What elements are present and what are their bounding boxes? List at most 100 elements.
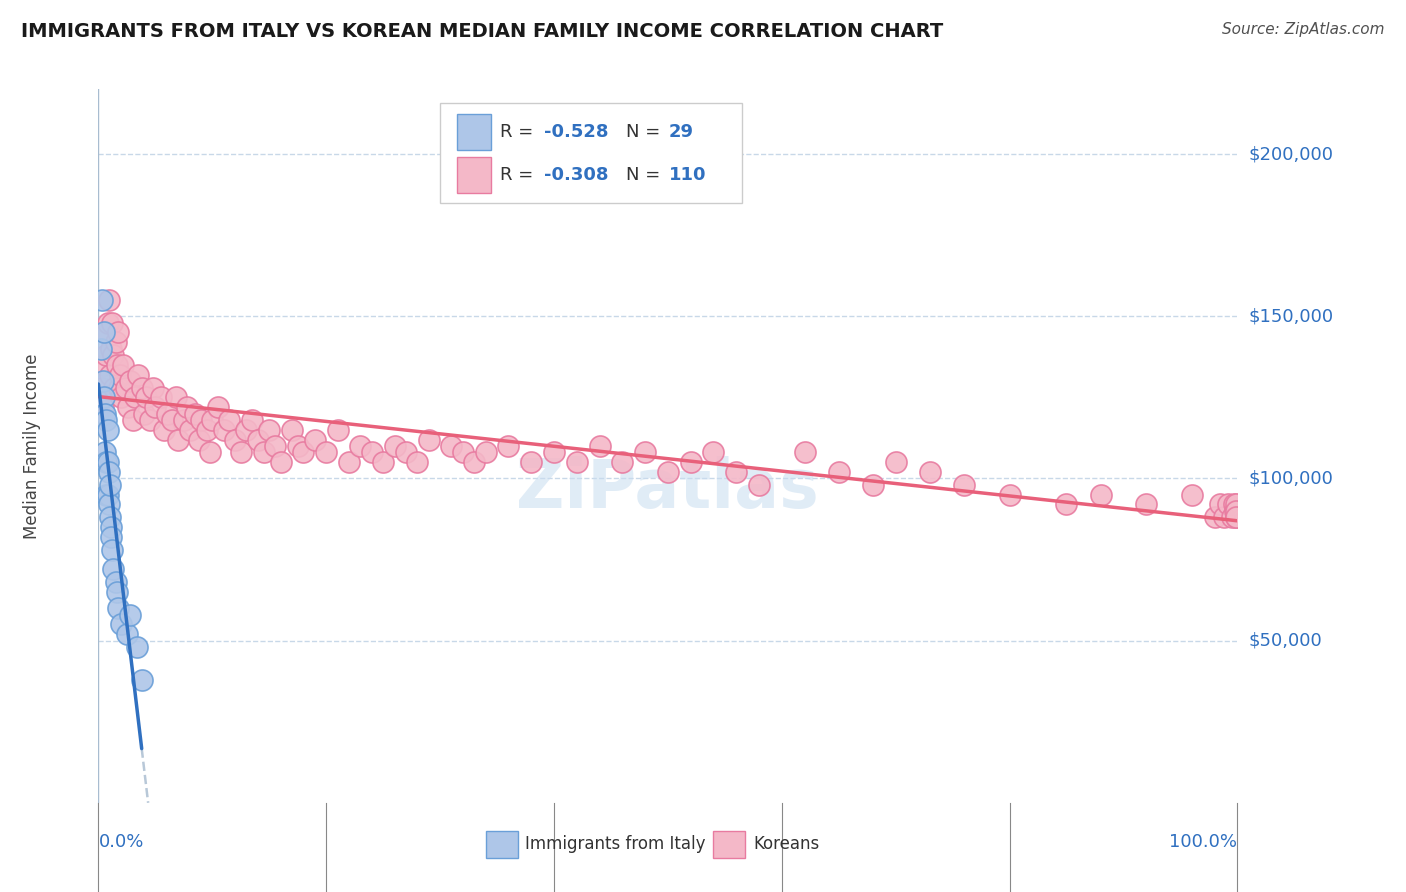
Text: 100.0%: 100.0% bbox=[1170, 833, 1237, 851]
Point bbox=[162, 413, 184, 427]
Point bbox=[103, 381, 125, 395]
Text: R =: R = bbox=[501, 123, 540, 141]
Point bbox=[91, 374, 114, 388]
Point bbox=[543, 445, 565, 459]
Point bbox=[90, 381, 112, 395]
Point bbox=[101, 542, 124, 557]
Point bbox=[98, 368, 121, 382]
Point bbox=[121, 413, 143, 427]
Point bbox=[198, 445, 221, 459]
Point bbox=[167, 433, 190, 447]
Point bbox=[246, 433, 269, 447]
Point bbox=[793, 445, 815, 459]
Point bbox=[725, 465, 748, 479]
FancyBboxPatch shape bbox=[485, 830, 517, 858]
Point bbox=[207, 400, 229, 414]
Point bbox=[463, 455, 485, 469]
Point bbox=[264, 439, 287, 453]
Point bbox=[498, 439, 520, 453]
Text: N =: N = bbox=[626, 166, 665, 184]
Point bbox=[360, 445, 382, 459]
Point bbox=[187, 433, 209, 447]
Point bbox=[98, 510, 121, 524]
Point bbox=[884, 455, 907, 469]
Point bbox=[179, 423, 201, 437]
Text: N =: N = bbox=[626, 123, 665, 141]
Point bbox=[105, 585, 128, 599]
Point bbox=[94, 445, 117, 459]
Point bbox=[520, 455, 543, 469]
Point bbox=[131, 381, 153, 395]
Text: Koreans: Koreans bbox=[754, 835, 820, 853]
Point bbox=[103, 562, 125, 576]
Point bbox=[190, 413, 212, 427]
Point bbox=[150, 390, 173, 404]
Point bbox=[110, 390, 132, 404]
Point bbox=[195, 423, 218, 437]
Point bbox=[145, 400, 167, 414]
Point bbox=[184, 407, 207, 421]
Point bbox=[98, 478, 121, 492]
Point bbox=[108, 381, 131, 395]
Point bbox=[252, 445, 274, 459]
Text: Median Family Income: Median Family Income bbox=[22, 353, 41, 539]
Point bbox=[1225, 510, 1247, 524]
Point bbox=[384, 439, 406, 453]
Point bbox=[326, 423, 349, 437]
Point bbox=[142, 381, 165, 395]
Point bbox=[451, 445, 474, 459]
Point bbox=[104, 335, 127, 350]
Point bbox=[240, 413, 263, 427]
Point bbox=[135, 390, 157, 404]
Point bbox=[124, 390, 146, 404]
Point bbox=[1220, 510, 1243, 524]
Text: IMMIGRANTS FROM ITALY VS KOREAN MEDIAN FAMILY INCOME CORRELATION CHART: IMMIGRANTS FROM ITALY VS KOREAN MEDIAN F… bbox=[21, 22, 943, 41]
Text: Source: ZipAtlas.com: Source: ZipAtlas.com bbox=[1222, 22, 1385, 37]
Point bbox=[100, 530, 122, 544]
Point bbox=[110, 617, 132, 632]
Text: ZiPatlas: ZiPatlas bbox=[516, 456, 820, 522]
Point bbox=[1054, 497, 1078, 511]
Point bbox=[1204, 510, 1226, 524]
Point bbox=[117, 400, 139, 414]
Point bbox=[90, 342, 112, 356]
Text: $200,000: $200,000 bbox=[1249, 145, 1333, 163]
Point bbox=[97, 497, 120, 511]
Point bbox=[588, 439, 610, 453]
Point bbox=[474, 445, 496, 459]
Point bbox=[103, 348, 125, 362]
Point bbox=[115, 627, 138, 641]
Point bbox=[131, 673, 153, 687]
FancyBboxPatch shape bbox=[713, 830, 745, 858]
Point bbox=[292, 445, 315, 459]
Point bbox=[96, 455, 118, 469]
Point bbox=[97, 293, 120, 307]
Point bbox=[91, 400, 114, 414]
Point bbox=[173, 413, 195, 427]
Point bbox=[1181, 488, 1204, 502]
Point bbox=[679, 455, 702, 469]
Point bbox=[96, 488, 118, 502]
Point bbox=[90, 293, 112, 307]
Point bbox=[94, 326, 117, 340]
Point bbox=[1090, 488, 1112, 502]
Point bbox=[201, 413, 224, 427]
Point bbox=[828, 465, 851, 479]
Point bbox=[93, 326, 115, 340]
Text: $50,000: $50,000 bbox=[1249, 632, 1322, 649]
Point bbox=[1212, 510, 1234, 524]
Text: Immigrants from Italy: Immigrants from Italy bbox=[526, 835, 706, 853]
Point bbox=[1135, 497, 1157, 511]
Point bbox=[114, 381, 136, 395]
Point bbox=[287, 439, 309, 453]
Point bbox=[1209, 497, 1232, 511]
Text: 110: 110 bbox=[669, 166, 706, 184]
Point bbox=[337, 455, 360, 469]
Point bbox=[657, 465, 679, 479]
Point bbox=[112, 358, 135, 372]
Point bbox=[270, 455, 292, 469]
Point bbox=[94, 407, 117, 421]
Point bbox=[212, 423, 235, 437]
Point bbox=[395, 445, 418, 459]
Point bbox=[108, 368, 131, 382]
